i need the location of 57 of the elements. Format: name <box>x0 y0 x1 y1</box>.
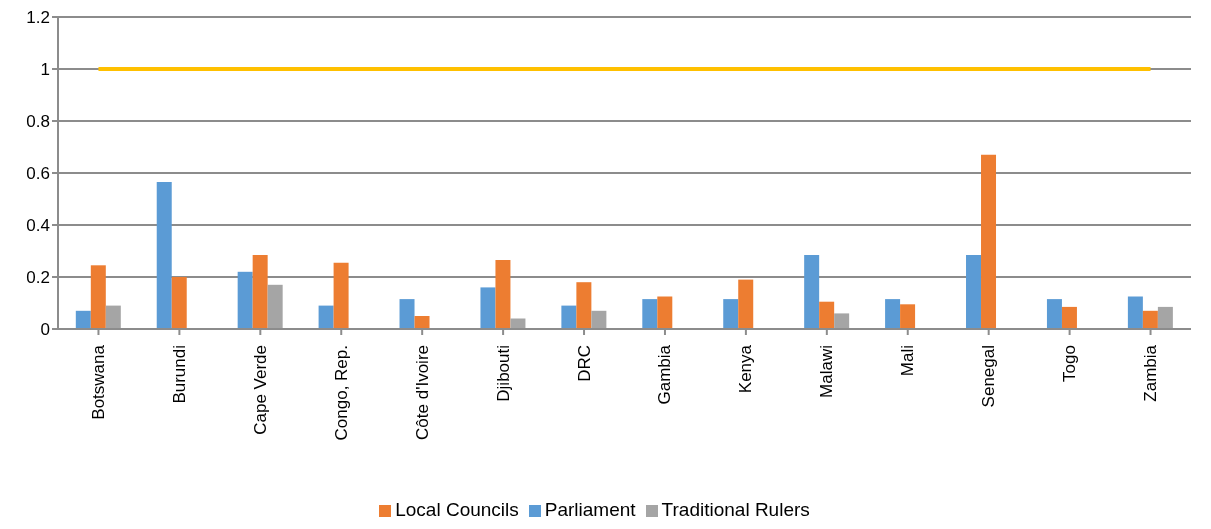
y-tick-label: 1 <box>40 60 50 80</box>
bar <box>171 277 187 329</box>
bar <box>1046 299 1062 329</box>
bar <box>267 284 283 329</box>
bar <box>105 305 121 329</box>
bar <box>561 305 577 329</box>
x-tick-label: Zambia <box>1141 344 1161 402</box>
x-tick-label: Kenya <box>736 344 756 394</box>
bar <box>966 254 982 329</box>
bar <box>414 316 430 329</box>
y-tick-label: 0.8 <box>26 112 50 132</box>
bar <box>318 305 334 329</box>
x-tick-label: Djibouti <box>493 345 513 402</box>
x-tick-label: Botswana <box>88 344 108 420</box>
x-tick-label: Cape Verde <box>250 345 270 435</box>
bar <box>819 301 835 329</box>
bar <box>399 299 415 329</box>
bar <box>885 299 901 329</box>
x-tick-label: Burundi <box>169 345 189 404</box>
bar <box>834 313 850 329</box>
bar <box>804 254 820 329</box>
y-tick-label: 1.2 <box>26 8 50 28</box>
bar <box>1127 296 1143 329</box>
bar <box>981 154 997 329</box>
bar <box>900 304 916 329</box>
legend-label: Local Councils <box>395 499 519 520</box>
bar <box>738 279 754 329</box>
x-tick-label: Togo <box>1060 345 1080 382</box>
x-tick-label: Senegal <box>979 345 999 408</box>
y-tick-label: 0.4 <box>26 216 50 236</box>
bar <box>657 296 673 329</box>
bar <box>723 299 739 329</box>
bar <box>156 182 172 329</box>
bar <box>1142 310 1158 329</box>
bar <box>480 287 496 329</box>
y-tick-label: 0.2 <box>26 268 50 288</box>
bar <box>237 271 253 329</box>
legend-label: Traditional Rulers <box>661 499 810 520</box>
x-tick-label: Mali <box>898 345 918 377</box>
bar <box>252 254 268 329</box>
bar <box>1157 306 1173 329</box>
x-tick-label: Malawi <box>817 345 837 398</box>
bar <box>642 299 658 329</box>
bar <box>576 282 592 329</box>
x-tick-label: Côte d'Ivoire <box>412 345 432 440</box>
x-tick-label: DRC <box>574 345 594 382</box>
y-tick-label: 0.6 <box>26 164 50 184</box>
legend-label: Parliament <box>544 499 636 520</box>
x-tick-label: Congo, Rep. <box>331 345 351 441</box>
bar <box>591 310 607 329</box>
y-tick-label: 0 <box>40 320 50 340</box>
bar <box>495 260 511 329</box>
bar <box>90 265 106 329</box>
bar <box>333 262 349 329</box>
bar <box>1061 306 1077 329</box>
bar <box>75 310 91 329</box>
x-tick-label: Gambia <box>655 344 675 405</box>
